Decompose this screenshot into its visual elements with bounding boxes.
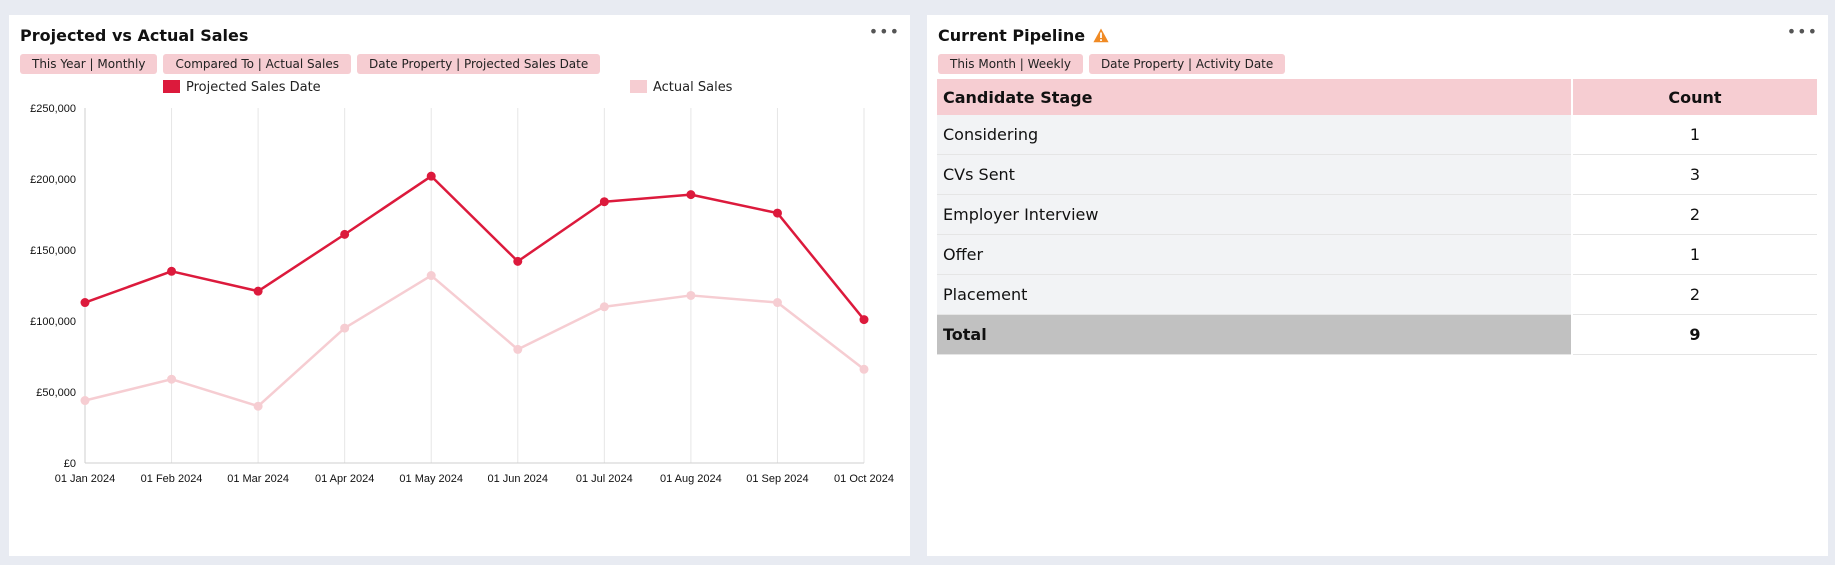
data-point — [80, 396, 90, 406]
count-cell: 2 — [1572, 194, 1817, 235]
total-count-cell: 9 — [1572, 314, 1817, 355]
legend-label: Projected Sales Date — [186, 80, 321, 95]
data-point — [513, 344, 523, 354]
data-point — [167, 266, 177, 276]
warning-triangle-icon[interactable] — [1093, 28, 1109, 43]
x-tick-label: 01 Feb 2024 — [141, 473, 203, 485]
y-tick-label: £0 — [64, 458, 76, 470]
data-point — [80, 298, 90, 308]
data-point — [772, 298, 782, 308]
table-header-row: Candidate Stage Count — [937, 79, 1817, 115]
x-tick-label: 01 Aug 2024 — [660, 473, 722, 485]
table-total-row: Total 9 — [937, 314, 1817, 355]
data-point — [340, 323, 350, 333]
x-tick-label: 01 Mar 2024 — [227, 473, 289, 485]
x-tick-label: 01 Oct 2024 — [834, 473, 894, 485]
legend-swatch — [163, 80, 180, 93]
panel-title: Projected vs Actual Sales — [20, 26, 248, 45]
stage-cell: CVs Sent — [937, 154, 1573, 195]
legend-swatch — [630, 80, 647, 93]
column-header-stage[interactable]: Candidate Stage — [937, 79, 1573, 115]
data-point — [340, 229, 350, 239]
panel-title-text: Projected vs Actual Sales — [20, 26, 249, 45]
x-tick-label: 01 Apr 2024 — [315, 473, 374, 485]
current-pipeline-panel: Current Pipeline ••• This Month | Weekly… — [927, 15, 1828, 556]
count-cell: 3 — [1572, 154, 1817, 195]
pipeline-table: Candidate Stage Count Considering 1 CVs … — [937, 79, 1817, 355]
stage-cell: Employer Interview — [937, 194, 1573, 235]
data-point — [167, 374, 177, 384]
stage-cell: Placement — [937, 274, 1573, 315]
table-row[interactable]: Considering 1 — [937, 115, 1817, 155]
panel-title-text: Current Pipeline — [938, 26, 1086, 45]
y-tick-label: £200,000 — [30, 174, 76, 186]
data-point — [859, 364, 869, 374]
count-cell: 2 — [1572, 274, 1817, 315]
data-point — [599, 302, 609, 312]
series-line — [84, 274, 865, 408]
more-options-icon[interactable]: ••• — [868, 22, 900, 41]
x-tick-label: 01 Jul 2024 — [576, 473, 633, 485]
x-tick-label: 01 Jan 2024 — [55, 473, 116, 485]
x-tick-label: 01 Jun 2024 — [487, 473, 548, 485]
data-point — [859, 315, 869, 325]
data-point — [686, 190, 696, 200]
x-tick-label: 01 May 2024 — [399, 473, 463, 485]
table-row[interactable]: Offer 1 — [937, 234, 1817, 275]
column-header-count[interactable]: Count — [1572, 79, 1817, 115]
y-tick-label: £50,000 — [36, 387, 76, 399]
filter-chips: This Year | Monthly Compared To | Actual… — [20, 54, 601, 74]
y-tick-label: £150,000 — [30, 245, 76, 257]
filter-chip-date-property[interactable]: Date Property | Activity Date — [1088, 54, 1286, 74]
filter-chip-date-property[interactable]: Date Property | Projected Sales Date — [357, 54, 601, 74]
x-tick-label: 01 Sep 2024 — [746, 473, 808, 485]
count-cell: 1 — [1572, 115, 1817, 155]
filter-chips: This Month | Weekly Date Property | Acti… — [938, 54, 1286, 74]
projected-vs-actual-panel: Projected vs Actual Sales ••• This Year … — [9, 15, 910, 556]
stage-cell: Considering — [937, 115, 1573, 155]
data-point — [426, 271, 436, 281]
y-tick-label: £250,000 — [30, 103, 76, 115]
data-point — [513, 256, 523, 266]
data-point — [772, 208, 782, 218]
count-cell: 1 — [1572, 234, 1817, 275]
filter-chip-period[interactable]: This Month | Weekly — [938, 54, 1083, 74]
more-options-icon[interactable]: ••• — [1786, 22, 1818, 41]
total-label-cell: Total — [937, 314, 1573, 355]
data-point — [686, 290, 696, 300]
filter-chip-period[interactable]: This Year | Monthly — [20, 54, 158, 74]
sales-line-chart: £0 £50,000 £100,000 £150,000 £200,000 £250,00… — [30, 80, 894, 485]
table-row[interactable]: Employer Interview 2 — [937, 194, 1817, 235]
panel-title: Current Pipeline — [938, 26, 1109, 45]
series-line — [84, 174, 865, 321]
data-point — [253, 286, 263, 296]
data-point — [426, 171, 436, 181]
data-point — [599, 197, 609, 207]
filter-chip-compared-to[interactable]: Compared To | Actual Sales — [163, 54, 351, 74]
table-row[interactable]: CVs Sent 3 — [937, 154, 1817, 195]
table-row[interactable]: Placement 2 — [937, 274, 1817, 315]
data-point — [253, 401, 263, 411]
legend-label: Actual Sales — [653, 80, 733, 95]
y-tick-label: £100,000 — [30, 316, 76, 328]
stage-cell: Offer — [937, 234, 1573, 275]
